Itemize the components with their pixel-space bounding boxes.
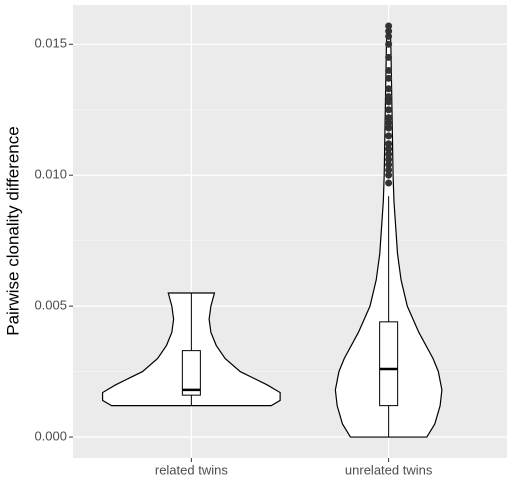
- outlier: [385, 32, 393, 40]
- outlier: [385, 66, 393, 74]
- outlier: [385, 132, 393, 140]
- outlier: [385, 114, 393, 122]
- box: [181, 350, 201, 396]
- box: [379, 321, 399, 407]
- outlier: [385, 166, 393, 174]
- outlier: [385, 140, 393, 148]
- outlier: [385, 161, 393, 169]
- y-axis-label: Pairwise clonality difference: [3, 126, 22, 335]
- outlier: [385, 171, 393, 179]
- outlier: [385, 74, 393, 82]
- outlier: [385, 22, 393, 30]
- outlier: [385, 179, 393, 187]
- outlier: [385, 106, 393, 114]
- x-tick-label: unrelated twins: [345, 462, 433, 477]
- outlier: [385, 98, 393, 106]
- x-tick-label: related twins: [155, 462, 228, 477]
- outlier: [385, 85, 393, 93]
- y-tick-label: 0.010: [34, 167, 67, 182]
- outlier: [385, 27, 393, 35]
- outlier: [385, 53, 393, 61]
- outlier: [385, 145, 393, 153]
- y-tick-label: 0.015: [34, 36, 67, 51]
- outlier: [385, 119, 393, 127]
- y-tick-label: 0.000: [34, 428, 67, 443]
- outlier: [385, 40, 393, 48]
- outlier: [385, 93, 393, 101]
- outlier: [385, 124, 393, 132]
- outlier: [385, 150, 393, 158]
- y-tick-label: 0.005: [34, 298, 67, 313]
- outlier: [385, 155, 393, 163]
